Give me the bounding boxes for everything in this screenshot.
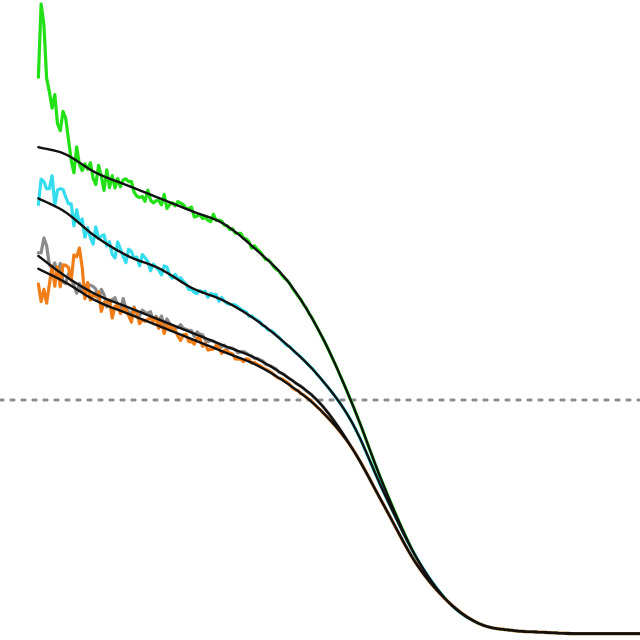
series-1-fit-curve [37,145,640,635]
series-4-data-line [36,246,640,636]
series-3-data-line [36,236,640,636]
fit-curve-layer [37,145,640,635]
series-4-fit-curve [37,267,640,635]
series-2-fit-curve [37,197,640,635]
series-2-data-line [36,174,640,636]
noisy-series-layer [36,2,640,636]
